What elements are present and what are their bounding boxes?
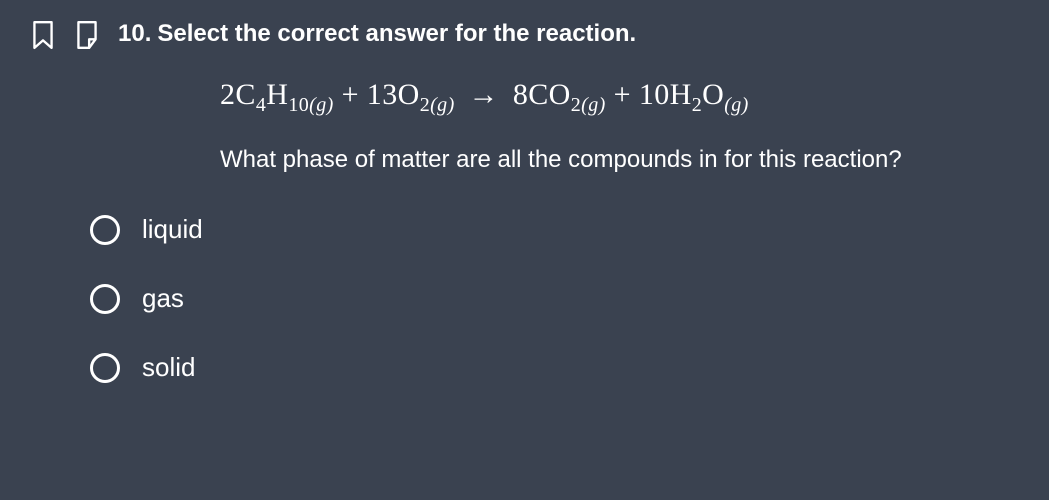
sub: 2 — [571, 94, 581, 116]
options-list: liquid gas solid — [90, 214, 1019, 383]
option-gas[interactable]: gas — [90, 283, 1019, 314]
option-liquid[interactable]: liquid — [90, 214, 1019, 245]
note-icon[interactable] — [74, 20, 100, 50]
phase: (g) — [724, 94, 749, 116]
radio-icon — [90, 215, 120, 245]
coef: 2 — [220, 78, 235, 111]
arrow: → — [463, 78, 505, 112]
radio-icon — [90, 284, 120, 314]
sub: 10 — [288, 94, 309, 116]
phase: (g) — [430, 94, 455, 116]
radio-icon — [90, 353, 120, 383]
coef: 10 — [639, 78, 670, 111]
option-solid[interactable]: solid — [90, 352, 1019, 383]
sub: 4 — [256, 94, 266, 116]
question-title: Select the correct answer for the reacti… — [157, 20, 636, 48]
elem: H — [670, 78, 692, 111]
sub-question-text: What phase of matter are all the compoun… — [220, 146, 1019, 174]
elem: O — [702, 78, 724, 111]
plus: + — [342, 78, 359, 111]
sub: 2 — [692, 94, 702, 116]
chemical-equation: 2C4H10(g) + 13O2(g) → 8CO2(g) + 10H2O(g) — [220, 78, 1019, 112]
coef: 8 — [513, 78, 528, 111]
plus: + — [614, 78, 631, 111]
elem: C — [528, 78, 548, 111]
option-label: liquid — [142, 214, 203, 245]
elem: C — [235, 78, 255, 111]
sub: 2 — [420, 94, 430, 116]
elem: O — [398, 78, 420, 111]
option-label: solid — [142, 352, 195, 383]
coef: 13 — [367, 78, 398, 111]
phase: (g) — [309, 94, 334, 116]
elem: H — [266, 78, 288, 111]
equation-block: 2C4H10(g) + 13O2(g) → 8CO2(g) + 10H2O(g) — [220, 78, 1019, 112]
bookmark-icon[interactable] — [30, 20, 56, 50]
elem: O — [549, 78, 571, 111]
option-label: gas — [142, 283, 184, 314]
phase: (g) — [581, 94, 606, 116]
question-number: 10. — [118, 20, 151, 48]
question-heading: 10. Select the correct answer for the re… — [118, 20, 1019, 48]
question-header-row: 10. Select the correct answer for the re… — [30, 20, 1019, 50]
